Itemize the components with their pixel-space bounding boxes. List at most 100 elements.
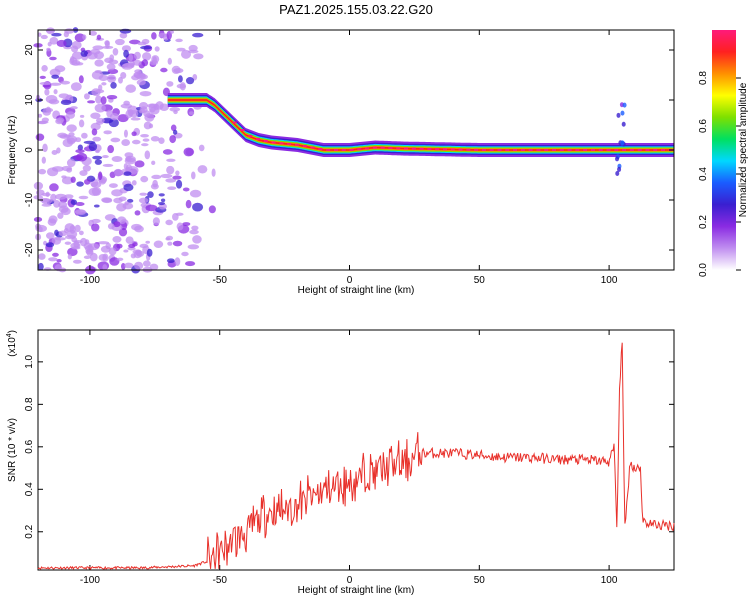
spectrogram-cell — [56, 117, 65, 124]
spectrogram-cell — [138, 197, 149, 204]
spectrogram-peak-cell — [590, 149, 595, 151]
spectrogram-cell — [54, 237, 66, 241]
spectrogram-cell — [119, 32, 128, 39]
spectrogram-peak-cell — [551, 149, 556, 151]
spectrogram-cell — [102, 253, 109, 262]
spectrogram-peak-cell — [466, 148, 471, 151]
spectrogram-cell — [49, 36, 59, 45]
spectrogram-cell — [121, 45, 132, 52]
spectrogram-cell — [74, 33, 86, 43]
spectrogram-cell — [94, 159, 102, 165]
spectrogram-cell — [48, 99, 60, 105]
spectrogram-cell — [125, 109, 133, 119]
spectrogram-cell — [140, 175, 149, 183]
spectrogram-cell — [38, 253, 46, 260]
spectrogram-cell — [93, 204, 100, 208]
spectrogram-cell — [158, 201, 166, 206]
spectrogram-cell — [41, 198, 53, 205]
spectrogram-ridge-band — [167, 95, 675, 155]
spectrogram-cell — [38, 168, 47, 175]
y-tick-label: 1.0 — [24, 354, 35, 368]
spectrogram-cell — [175, 170, 180, 176]
x-tick-label: 50 — [474, 275, 486, 286]
spectrogram-cell — [185, 261, 196, 267]
spectrogram-cell — [52, 252, 59, 257]
spectrogram-cell — [166, 235, 174, 241]
spectrogram-cell — [75, 62, 84, 66]
spectrogram-cell — [166, 165, 175, 175]
spectrogram-cell — [83, 255, 91, 260]
spectrogram-peak-cell — [294, 143, 299, 146]
spectrogram-cell — [108, 183, 118, 188]
spectrogram-cell — [123, 171, 132, 176]
spectrogram-cell — [133, 72, 146, 79]
spectrogram-cell — [75, 209, 87, 216]
x-tick-label: -100 — [80, 275, 100, 286]
spectrogram-peak-cell — [388, 147, 393, 149]
x-tick-label: -50 — [212, 275, 227, 286]
spectrogram-cell — [66, 229, 78, 239]
spectrogram-cell — [130, 117, 141, 121]
spectrogram-cell — [95, 95, 102, 104]
spectrogram-cell — [84, 178, 91, 185]
spectrogram-cell — [125, 236, 134, 244]
spectrogram-peak-cell — [372, 146, 377, 149]
spectrogram-cell — [47, 41, 52, 47]
snr-panel: -100 -50 0 50 100 0.2 0.4 0.6 0.8 1.0 Height of s… — [6, 329, 675, 596]
spectrogram-cell — [172, 212, 179, 221]
spectrogram-y-axis-label: Frequency (Hz) — [7, 116, 18, 185]
spectrogram-cell — [198, 144, 205, 152]
colorbar: 0.0 0.2 0.4 0.6 0.8 Normalized spectral ampl… — [698, 30, 749, 277]
spectrogram-cell — [56, 259, 62, 263]
spectrogram-cell — [35, 133, 45, 141]
spectrogram-cell — [181, 49, 192, 59]
spectrogram-cell — [85, 249, 94, 255]
snr-scale-prefix: (x10 — [7, 337, 18, 357]
spectrogram-cell — [56, 39, 67, 48]
spectrogram-cell — [208, 205, 216, 214]
spectrogram-cell — [80, 50, 89, 57]
spectrogram-peak-cell — [536, 149, 541, 151]
spectrogram-cell — [79, 170, 88, 176]
spectrogram-cell — [56, 147, 61, 154]
spectrogram-cell — [71, 45, 79, 53]
spectrogram-cell — [131, 180, 137, 186]
spectrogram-cell — [92, 155, 103, 160]
spectrogram-cell — [109, 54, 115, 61]
spectrogram-cell — [54, 193, 67, 200]
y-tick-label: -10 — [24, 192, 35, 207]
spectrogram-cell — [103, 130, 112, 135]
spectrogram-cell — [158, 193, 165, 197]
spectrogram-cell — [192, 235, 202, 244]
spectrogram-cell — [134, 261, 144, 270]
spectrogram-cell — [172, 175, 182, 180]
x-tick-label: 100 — [601, 575, 618, 586]
spectrogram-cell — [70, 199, 78, 205]
spectrogram-cell — [70, 82, 82, 92]
spectrogram-cell — [165, 178, 177, 183]
spectrogram-cell — [169, 107, 181, 112]
spectrogram-cell — [42, 143, 48, 153]
spectrogram-cell — [172, 129, 178, 135]
spectrogram-cell — [173, 110, 178, 115]
spectrogram-peak-cell — [583, 149, 588, 151]
spectrogram-cell — [75, 201, 85, 206]
spectrogram-cell — [123, 183, 134, 192]
spectrogram-cell — [141, 59, 149, 67]
spectrogram-cell — [166, 158, 176, 162]
spectrogram-cell — [45, 242, 55, 248]
spectrogram-peak-cell — [232, 121, 237, 124]
colorbar-tick-label: 0.0 — [698, 263, 709, 277]
spectrogram-cell — [166, 258, 175, 264]
spectrogram-cell — [82, 164, 91, 172]
spectrogram-cell — [151, 32, 157, 40]
spectrogram-cell — [165, 219, 173, 226]
spectrogram-cell — [91, 218, 101, 224]
spectrogram-cell — [102, 264, 108, 271]
spectrogram-cell — [167, 186, 177, 190]
spectrogram-cell — [66, 167, 73, 173]
spectrogram-peak-cell — [458, 148, 463, 151]
spectrogram-peak-cell — [622, 149, 627, 151]
spectrogram-cell — [116, 257, 124, 261]
spectrogram-cell — [183, 147, 194, 157]
